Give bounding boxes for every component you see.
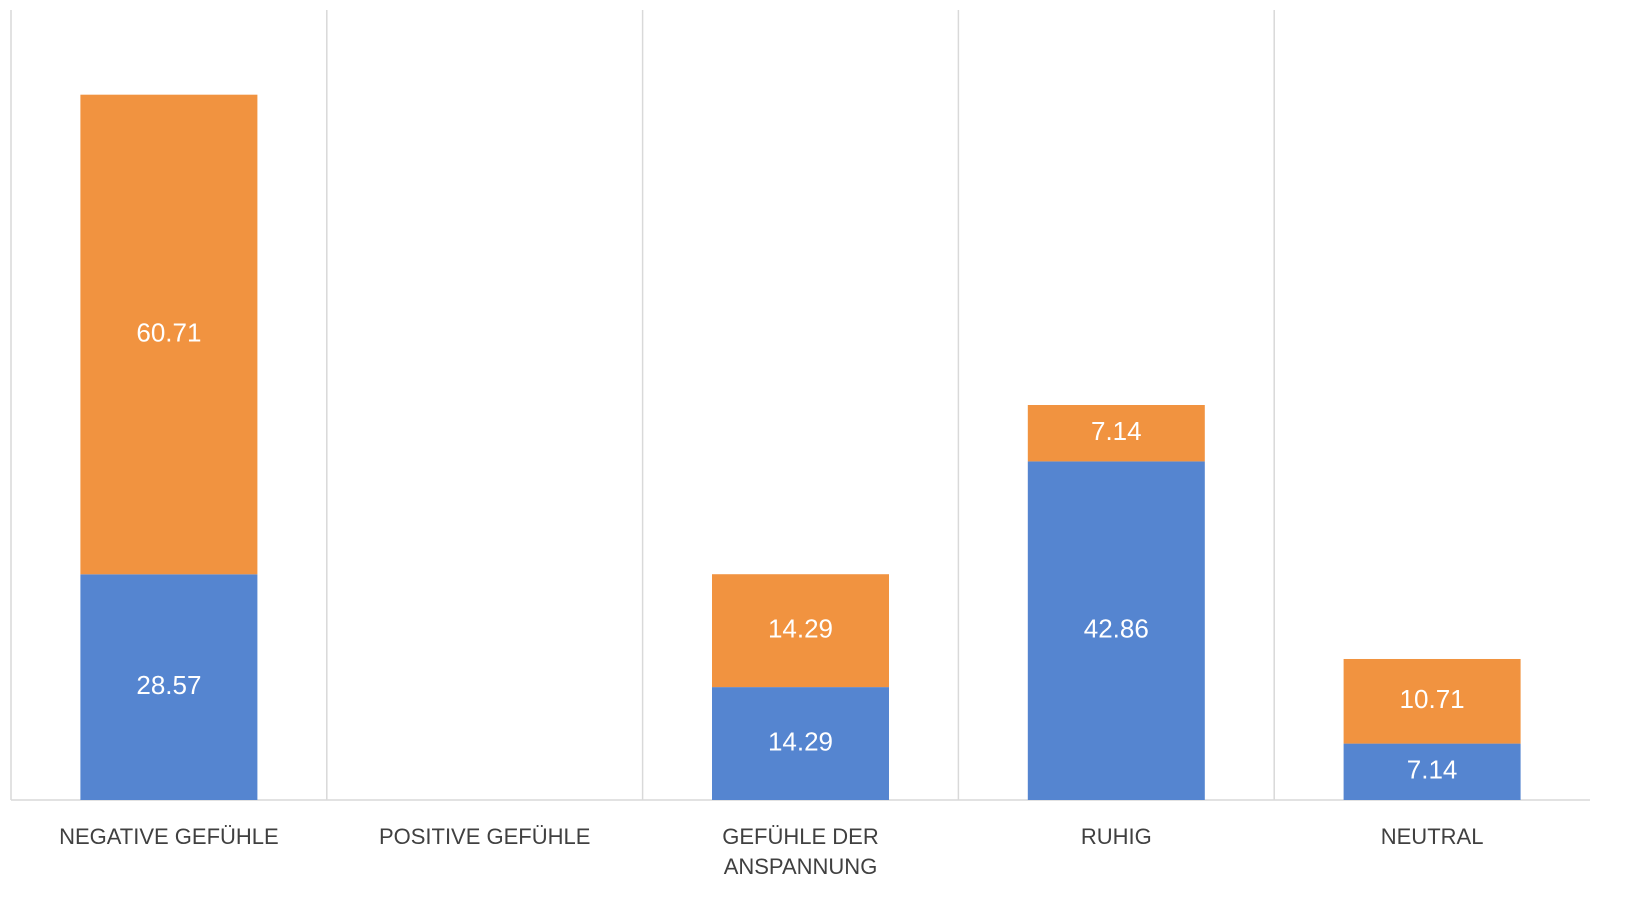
data-label: 10.71 — [1400, 684, 1465, 714]
bar-segment — [1027, 461, 1205, 800]
data-label: 14.29 — [768, 726, 833, 756]
data-label: 7.14 — [1407, 755, 1458, 785]
bar-segment — [1343, 658, 1521, 744]
bar-segment — [1027, 405, 1205, 462]
x-tick-label: RUHIG — [1080, 824, 1152, 849]
x-tick-label: POSITIVE GEFÜHLE — [378, 824, 591, 849]
data-label: 60.71 — [136, 317, 201, 347]
data-label: 42.86 — [1084, 614, 1149, 644]
bar-segment — [1343, 743, 1521, 800]
data-label: 7.14 — [1091, 416, 1142, 446]
x-tick-label: GEFÜHLE DER ANSPANNUNG — [722, 824, 879, 879]
bar-segment — [80, 574, 258, 800]
data-label: 14.29 — [768, 614, 833, 644]
data-label: 28.57 — [136, 670, 201, 700]
bar-segment — [80, 94, 258, 575]
x-tick-label: NEUTRAL — [1380, 824, 1484, 849]
bar-segment — [712, 574, 889, 688]
bar-segment — [712, 687, 889, 800]
x-tick-label: NEGATIVE GEFÜHLE — [59, 824, 279, 849]
